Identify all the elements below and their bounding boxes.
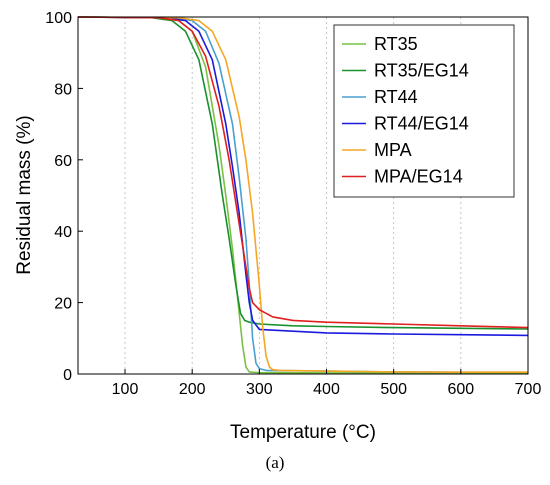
series-line-mpa — [77, 16, 528, 374]
x-tick-label: 500 — [380, 381, 407, 398]
y-axis-title: Residual mass (%) — [14, 115, 35, 274]
y-tick-label: 80 — [54, 81, 72, 98]
legend-label: MPA — [374, 140, 412, 160]
legend: RT35 RT35/EG14 RT44 RT44/EG14 MPA MPA/EG14 — [333, 24, 515, 198]
x-tick-label: 600 — [447, 381, 474, 398]
x-axis-title: Temperature (°C) — [230, 422, 376, 443]
legend-label: RT35 — [374, 34, 418, 54]
y-tick-label: 20 — [54, 296, 72, 313]
series-line-mpa-eg14 — [77, 16, 529, 329]
plot-frame — [77, 16, 529, 375]
x-tick-label: 300 — [246, 381, 273, 398]
y-tick-label: 60 — [54, 153, 72, 170]
y-tick-label: 100 — [45, 10, 72, 27]
figure-caption: (a) — [266, 453, 285, 472]
series-line-rt35-eg14 — [77, 16, 529, 330]
legend-label: RT44 — [374, 87, 418, 107]
axis-ticks: 100 200 300 400 500 600 700 0 20 40 60 80 100 — [45, 10, 541, 398]
y-tick-label: 40 — [54, 224, 72, 241]
legend-label: RT44/EG14 — [374, 114, 469, 134]
y-tick-label: 0 — [63, 367, 72, 384]
x-tick-label: 200 — [179, 381, 206, 398]
legend-label: RT35/EG14 — [374, 61, 469, 81]
x-tick-label: 400 — [313, 381, 340, 398]
x-tick-label: 700 — [515, 381, 542, 398]
series-line-rt44-eg14 — [77, 16, 529, 337]
legend-box — [333, 24, 515, 198]
legend-label: MPA/EG14 — [374, 167, 463, 187]
x-tick-label: 100 — [112, 381, 139, 398]
series-lines — [77, 16, 529, 374]
